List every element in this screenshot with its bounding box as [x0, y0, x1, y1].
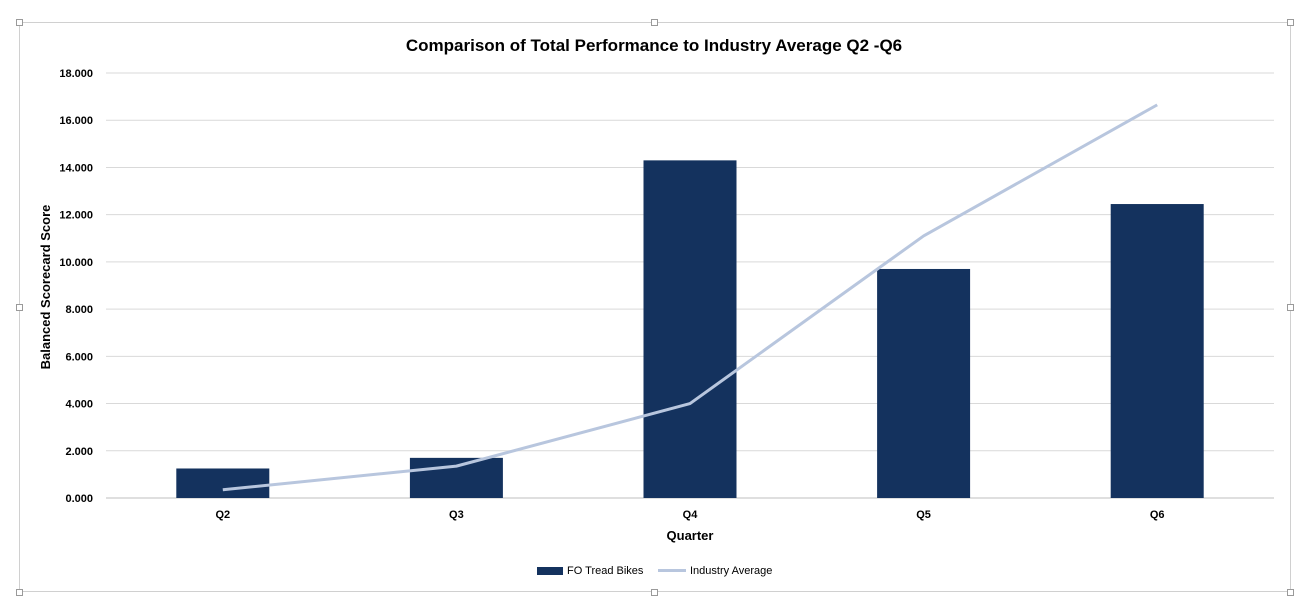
resize-handle-middle-left[interactable]: [16, 304, 23, 311]
industry-average-line[interactable]: [222, 103, 1158, 492]
bar-q4[interactable]: [643, 160, 737, 498]
resize-handle-top-right[interactable]: [1287, 19, 1294, 26]
x-tick-label: Q5: [916, 509, 931, 521]
y-tick-label: 18.000: [59, 68, 93, 80]
resize-handle-top-center[interactable]: [651, 19, 658, 26]
legend-label-industry-average: Industry Average: [690, 565, 772, 577]
legend: FO Tread Bikes Industry Average: [537, 565, 772, 577]
line-series[interactable]: [222, 103, 1158, 492]
y-tick-label: 0.000: [65, 493, 93, 505]
y-tick-label: 2.000: [65, 446, 93, 458]
bar-series[interactable]: [176, 160, 1204, 498]
y-tick-label: 12.000: [59, 210, 93, 222]
y-tick-label: 6.000: [65, 351, 93, 363]
x-axis-label: Quarter: [667, 528, 714, 543]
x-axis-ticks: Q2 Q3 Q4 Q5 Q6: [215, 509, 1164, 521]
legend-label-fo-tread-bikes: FO Tread Bikes: [567, 565, 644, 577]
y-tick-label: 4.000: [65, 399, 93, 411]
x-tick-label: Q3: [449, 509, 464, 521]
x-tick-label: Q6: [1150, 509, 1165, 521]
chart-title: Comparison of Total Performance to Indus…: [406, 36, 902, 55]
bar-q3[interactable]: [409, 457, 503, 498]
resize-handle-bottom-center[interactable]: [651, 589, 658, 596]
bar-q6[interactable]: [1110, 204, 1204, 498]
y-tick-label: 10.000: [59, 257, 93, 269]
y-tick-label: 8.000: [65, 304, 93, 316]
y-tick-label: 16.000: [59, 115, 93, 127]
legend-swatch-fo-tread-bikes: [537, 567, 563, 575]
y-axis-ticks: 0.000 2.000 4.000 6.000 8.000 10.000 12.000 14.…: [59, 68, 93, 505]
y-axis-label: Balanced Scorecard Score: [38, 205, 53, 370]
resize-handle-middle-right[interactable]: [1287, 304, 1294, 311]
x-tick-label: Q2: [215, 509, 230, 521]
bar-q2[interactable]: [176, 468, 270, 498]
resize-handle-bottom-right[interactable]: [1287, 589, 1294, 596]
resize-handle-bottom-left[interactable]: [16, 589, 23, 596]
x-tick-label: Q4: [683, 509, 699, 521]
bar-q5[interactable]: [877, 268, 971, 498]
resize-handle-top-left[interactable]: [16, 19, 23, 26]
y-tick-label: 14.000: [59, 162, 93, 174]
